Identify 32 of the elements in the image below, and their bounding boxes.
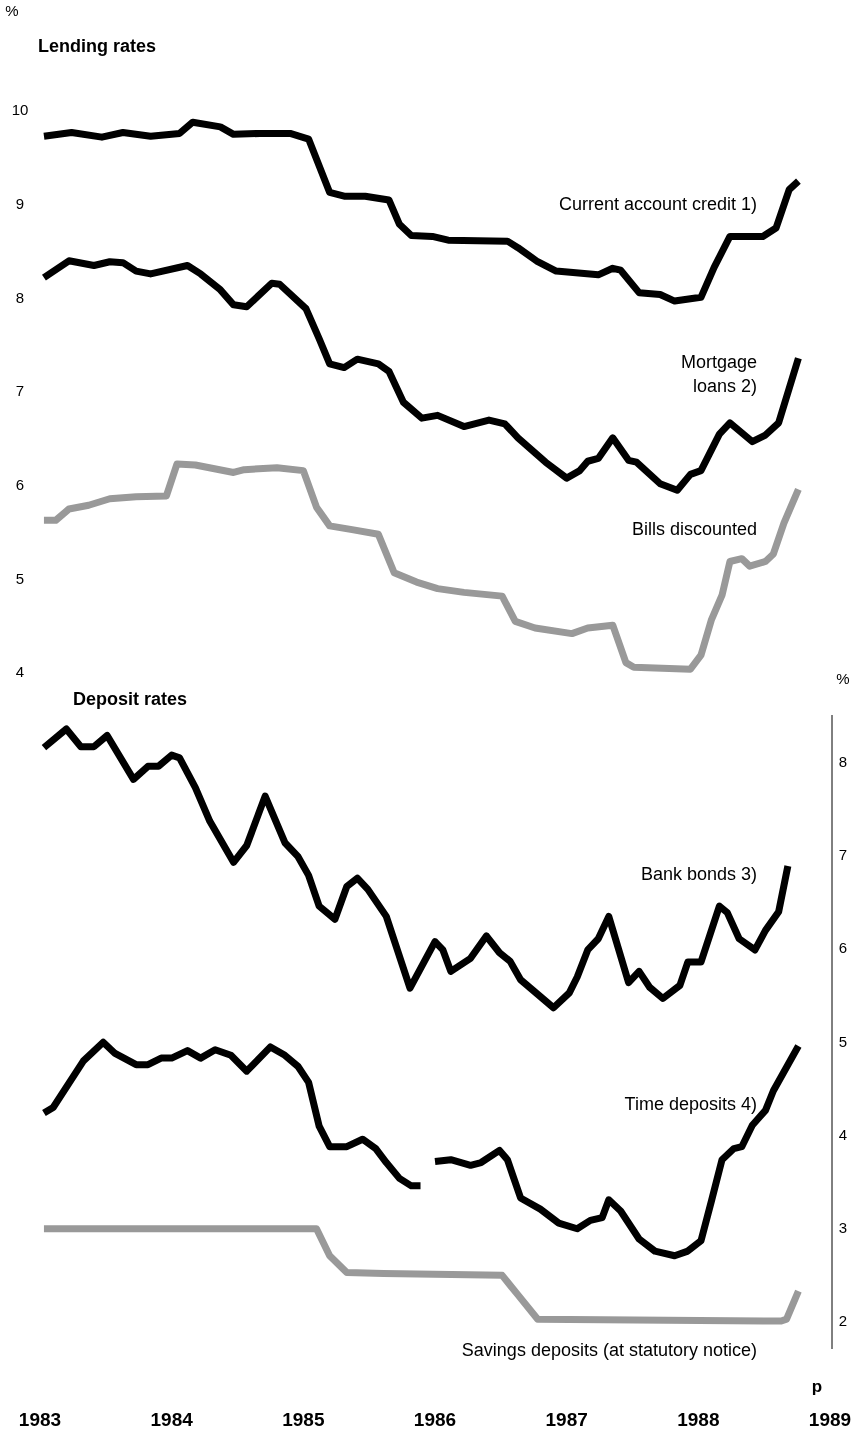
x-tick-label: 1989 bbox=[808, 1409, 852, 1430]
x-tick-label: 1987 bbox=[545, 1409, 588, 1430]
y2-tick-label: 2 bbox=[838, 1312, 848, 1330]
series-label: Mortgage loans 2) bbox=[680, 352, 757, 396]
y2-tick-label: 4 bbox=[838, 1125, 848, 1143]
y2-axis-title: % bbox=[836, 670, 850, 687]
x-tick-label: 1985 bbox=[282, 1409, 325, 1430]
x-tick-label: 1983 bbox=[18, 1409, 62, 1430]
y-tick-label: 5 bbox=[15, 569, 25, 587]
y2-tick-label: 6 bbox=[838, 939, 848, 957]
y-tick-label: 7 bbox=[15, 382, 25, 400]
x-tick-label: 1986 bbox=[413, 1409, 457, 1430]
series-label: Bills discounted bbox=[631, 519, 757, 539]
y-tick-label: 10 bbox=[11, 101, 29, 119]
series-label: Current account credit 1) bbox=[558, 194, 757, 214]
y-tick-label: 4 bbox=[15, 663, 25, 681]
y2-tick-label: 8 bbox=[838, 752, 848, 770]
chart-title: Lending rates bbox=[38, 36, 157, 56]
series-label: Time deposits 4) bbox=[624, 1094, 757, 1114]
y2-tick-label: 3 bbox=[838, 1219, 848, 1237]
chart-title: Deposit rates bbox=[73, 689, 188, 709]
y-tick-label: 6 bbox=[15, 475, 25, 493]
y2-tick-label: 5 bbox=[838, 1032, 848, 1050]
y-tick-label: 9 bbox=[15, 194, 25, 212]
text: p bbox=[811, 1377, 823, 1396]
y-axis-title: % bbox=[5, 2, 19, 19]
series-label: Bank bonds 3) bbox=[640, 864, 757, 884]
x-tick-label: 1984 bbox=[150, 1409, 194, 1430]
y-tick-label: 8 bbox=[15, 288, 25, 306]
series-label: Savings deposits (at statutory notice) bbox=[461, 1340, 757, 1360]
y2-tick-label: 7 bbox=[838, 846, 848, 864]
x-tick-label: 1988 bbox=[677, 1409, 720, 1430]
